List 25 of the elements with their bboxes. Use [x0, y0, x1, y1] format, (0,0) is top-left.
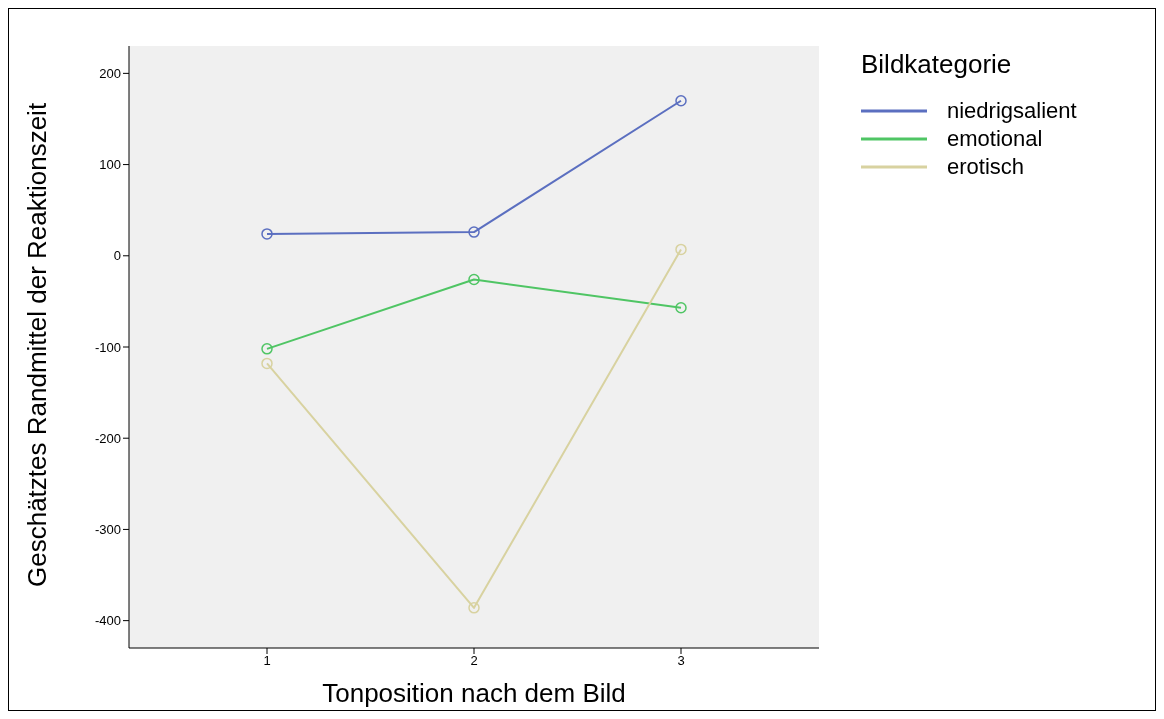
x-tick-label: 2 — [470, 653, 478, 669]
point — [468, 602, 480, 614]
x-tick-label: 3 — [677, 653, 685, 669]
y-tick-label: -100 — [94, 339, 121, 355]
point — [261, 228, 273, 240]
y-tick-label: 0 — [113, 248, 121, 264]
point — [468, 273, 480, 286]
y-tick-label: 100 — [99, 157, 121, 173]
point — [261, 357, 273, 370]
legend-label: erotisch — [947, 154, 1025, 180]
point — [675, 243, 687, 256]
legend-label: emotional — [947, 126, 1043, 152]
point — [675, 94, 687, 107]
y-tick-label: -400 — [94, 613, 121, 629]
y-tick-label: 200 — [99, 65, 121, 81]
legend-title: Bildkategorie — [861, 49, 1013, 80]
y-axis-title: Geschätztes Randmittel der Reaktionszeit — [22, 102, 53, 587]
point — [675, 302, 687, 314]
point — [468, 226, 480, 238]
y-tick-label: -200 — [94, 430, 121, 446]
point — [261, 343, 273, 355]
legend-label: niedrigsalient — [947, 98, 1077, 124]
y-tick-label: -300 — [94, 522, 121, 538]
x-axis-title: Tonposition nach dem Bild — [322, 678, 626, 708]
x-tick-label: 1 — [263, 653, 271, 669]
